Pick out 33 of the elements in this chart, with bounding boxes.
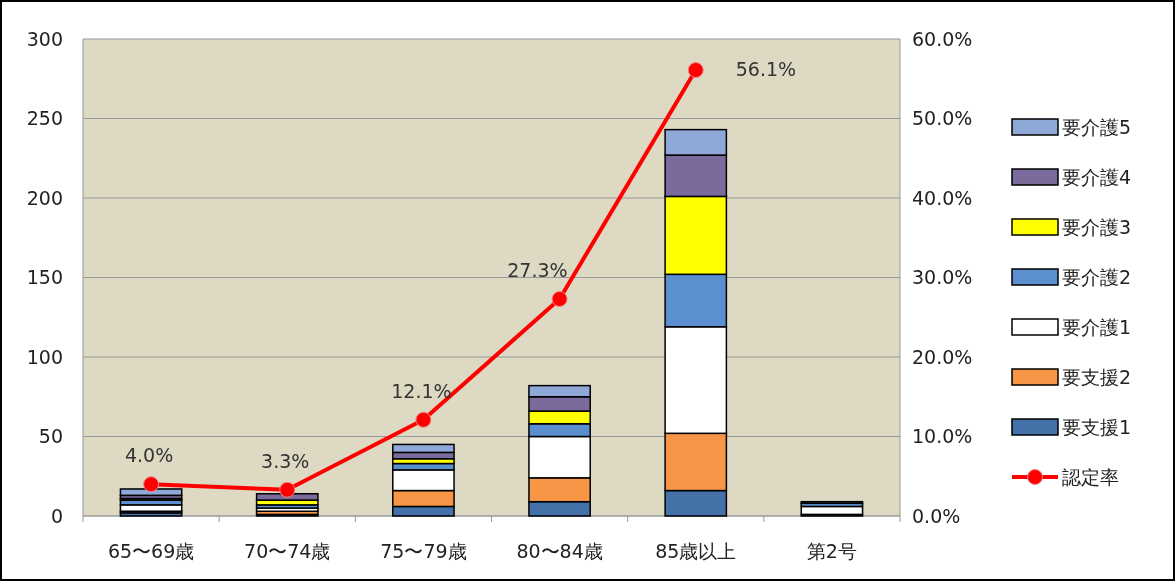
y-tick-label: 250	[26, 107, 63, 130]
y-tick-label: 0	[50, 504, 63, 527]
y2-tick-label: 20.0%	[912, 345, 973, 368]
y2-tick-label: 60.0%	[912, 27, 973, 50]
data-label: 56.1%	[735, 58, 797, 80]
x-tick-label: 85歳以上	[655, 540, 737, 562]
legend-label: 認定率	[1062, 465, 1119, 488]
legend-label: 要支援1	[1062, 415, 1132, 438]
y-tick-label: 150	[26, 266, 63, 289]
x-tick-label: 65〜69歳	[107, 540, 195, 562]
y2-tick-label: 0.0%	[912, 504, 961, 527]
legend-label: 要介護3	[1062, 215, 1132, 238]
x-tick-label: 80〜84歳	[516, 540, 603, 562]
y2-tick-label: 40.0%	[912, 186, 973, 209]
x-tick-label: 第2号	[806, 540, 857, 562]
legend-label: 要支援2	[1062, 365, 1132, 388]
legend-label: 要介護5	[1062, 115, 1132, 138]
legend-label: 要介護2	[1062, 265, 1132, 288]
y-tick-label: 300	[26, 27, 63, 50]
y-tick-label: 200	[26, 186, 63, 209]
legend-label: 要介護1	[1062, 315, 1132, 338]
data-label: 27.3%	[507, 258, 568, 281]
y2-tick-label: 30.0%	[912, 266, 973, 289]
y-tick-label: 50	[38, 425, 63, 448]
x-tick-label: 70〜74歳	[244, 540, 331, 562]
data-label: 4.0%	[124, 444, 174, 467]
data-label: 12.1%	[391, 379, 452, 402]
y-tick-label: 100	[26, 345, 63, 368]
data-label: 3.3%	[261, 449, 310, 472]
y2-tick-label: 50.0%	[912, 107, 973, 130]
legend-label: 要介護4	[1062, 165, 1132, 188]
x-tick-label: 75〜79歳	[380, 540, 467, 562]
y2-tick-label: 10.0%	[912, 425, 973, 448]
